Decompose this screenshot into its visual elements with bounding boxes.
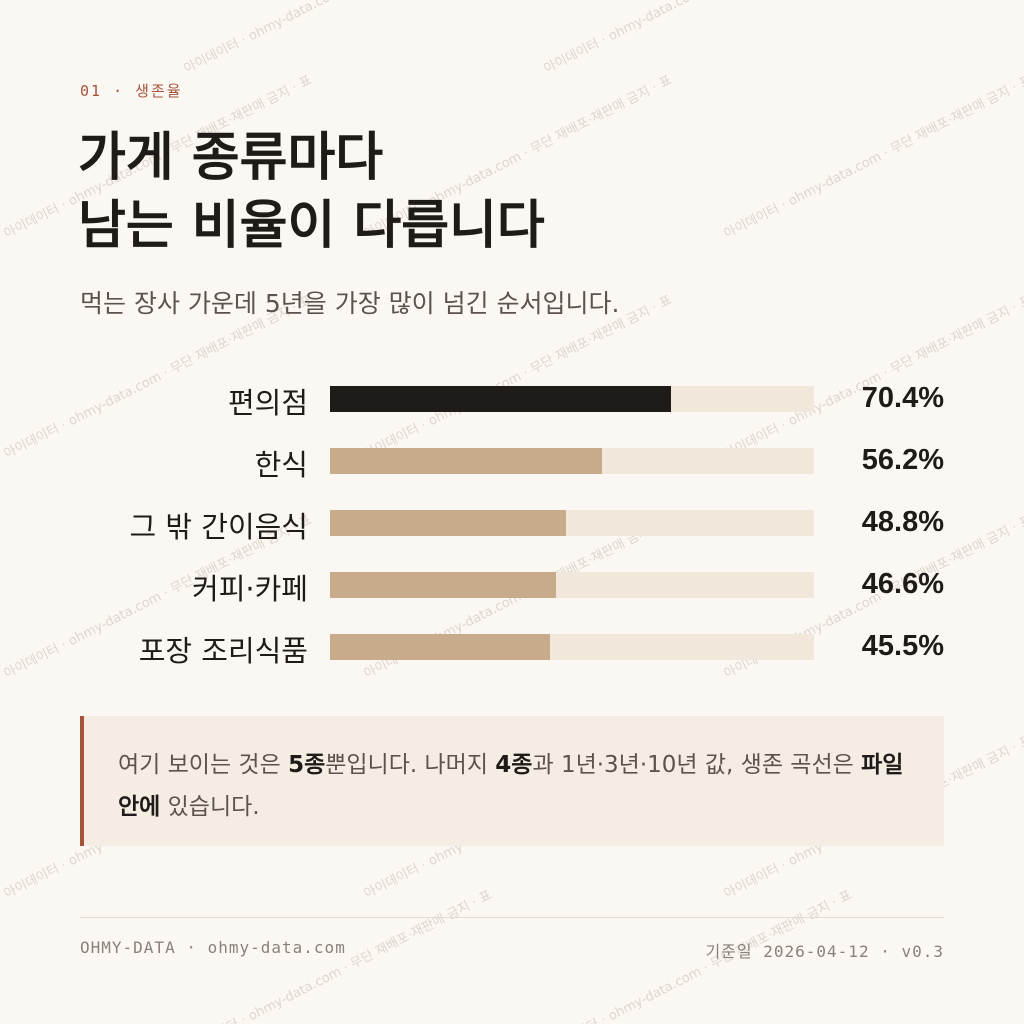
note-text-1: 여기 보이는 것은 [118,752,289,778]
bar-track [330,634,814,660]
bar-row: 편의점 70.4% [0,366,1024,428]
page-title-line-2: 남는 비율이 다릅니다 [78,196,545,256]
page-title: 가게 종류마다 남는 비율이 다릅니다 [78,124,938,260]
value-label: 45.5% [861,630,944,662]
footer-date-value: 2026-04-12 · v0.3 [752,942,944,961]
note-text-4: 있습니다. [160,794,260,820]
footer-date-label: 기준일 [705,942,753,961]
footer-divider [80,917,944,918]
section-eyebrow: 01 · 생존율 [80,82,183,100]
info-note: 여기 보이는 것은 5종뿐입니다. 나머지 4종과 1년·3년·10년 값, 생… [80,716,944,846]
value-label: 70.4% [861,382,944,414]
bar [330,386,671,412]
bar-track [330,510,814,536]
value-label: 48.8% [861,506,944,538]
survival-bar-chart: 편의점 70.4% 한식 56.2% 그 밖 간이음식 48.8% 커피·카페 46.6% 포장… [0,366,1024,686]
note-bold-1: 5종 [288,752,326,778]
page-title-line-1: 가게 종류마다 [78,128,384,188]
footer-version: 기준일 2026-04-12 · v0.3 [705,938,944,962]
note-bold-3: 파일 안에 [118,752,904,820]
bar [330,572,556,598]
note-text-2: 뿐입니다. 나머지 [325,752,496,778]
note-bold-2: 4종 [495,752,533,778]
category-label: 한식 [254,448,308,482]
bar-row: 그 밖 간이음식 48.8% [0,490,1024,552]
value-label: 46.6% [861,568,944,600]
bar [330,634,551,660]
category-label: 그 밖 간이음식 [129,510,308,544]
bar-track [330,572,814,598]
bar-row: 포장 조리식품 45.5% [0,614,1024,676]
footer-brand: OHMY-DATA · ohmy-data.com [80,938,346,957]
note-text-3: 과 1년·3년·10년 값, 생존 곡선은 [532,752,862,778]
bar-row: 한식 56.2% [0,428,1024,490]
bar-row: 커피·카페 46.6% [0,552,1024,614]
category-label: 편의점 [227,386,308,420]
category-label: 포장 조리식품 [138,634,308,668]
bar [330,510,567,536]
bar-track [330,448,814,474]
category-label: 커피·카페 [192,572,308,606]
bar [330,448,602,474]
page-subtitle: 먹는 장사 가운데 5년을 가장 많이 넘긴 순서입니다. [80,289,620,318]
value-label: 56.2% [861,444,944,476]
bar-track [330,386,814,412]
